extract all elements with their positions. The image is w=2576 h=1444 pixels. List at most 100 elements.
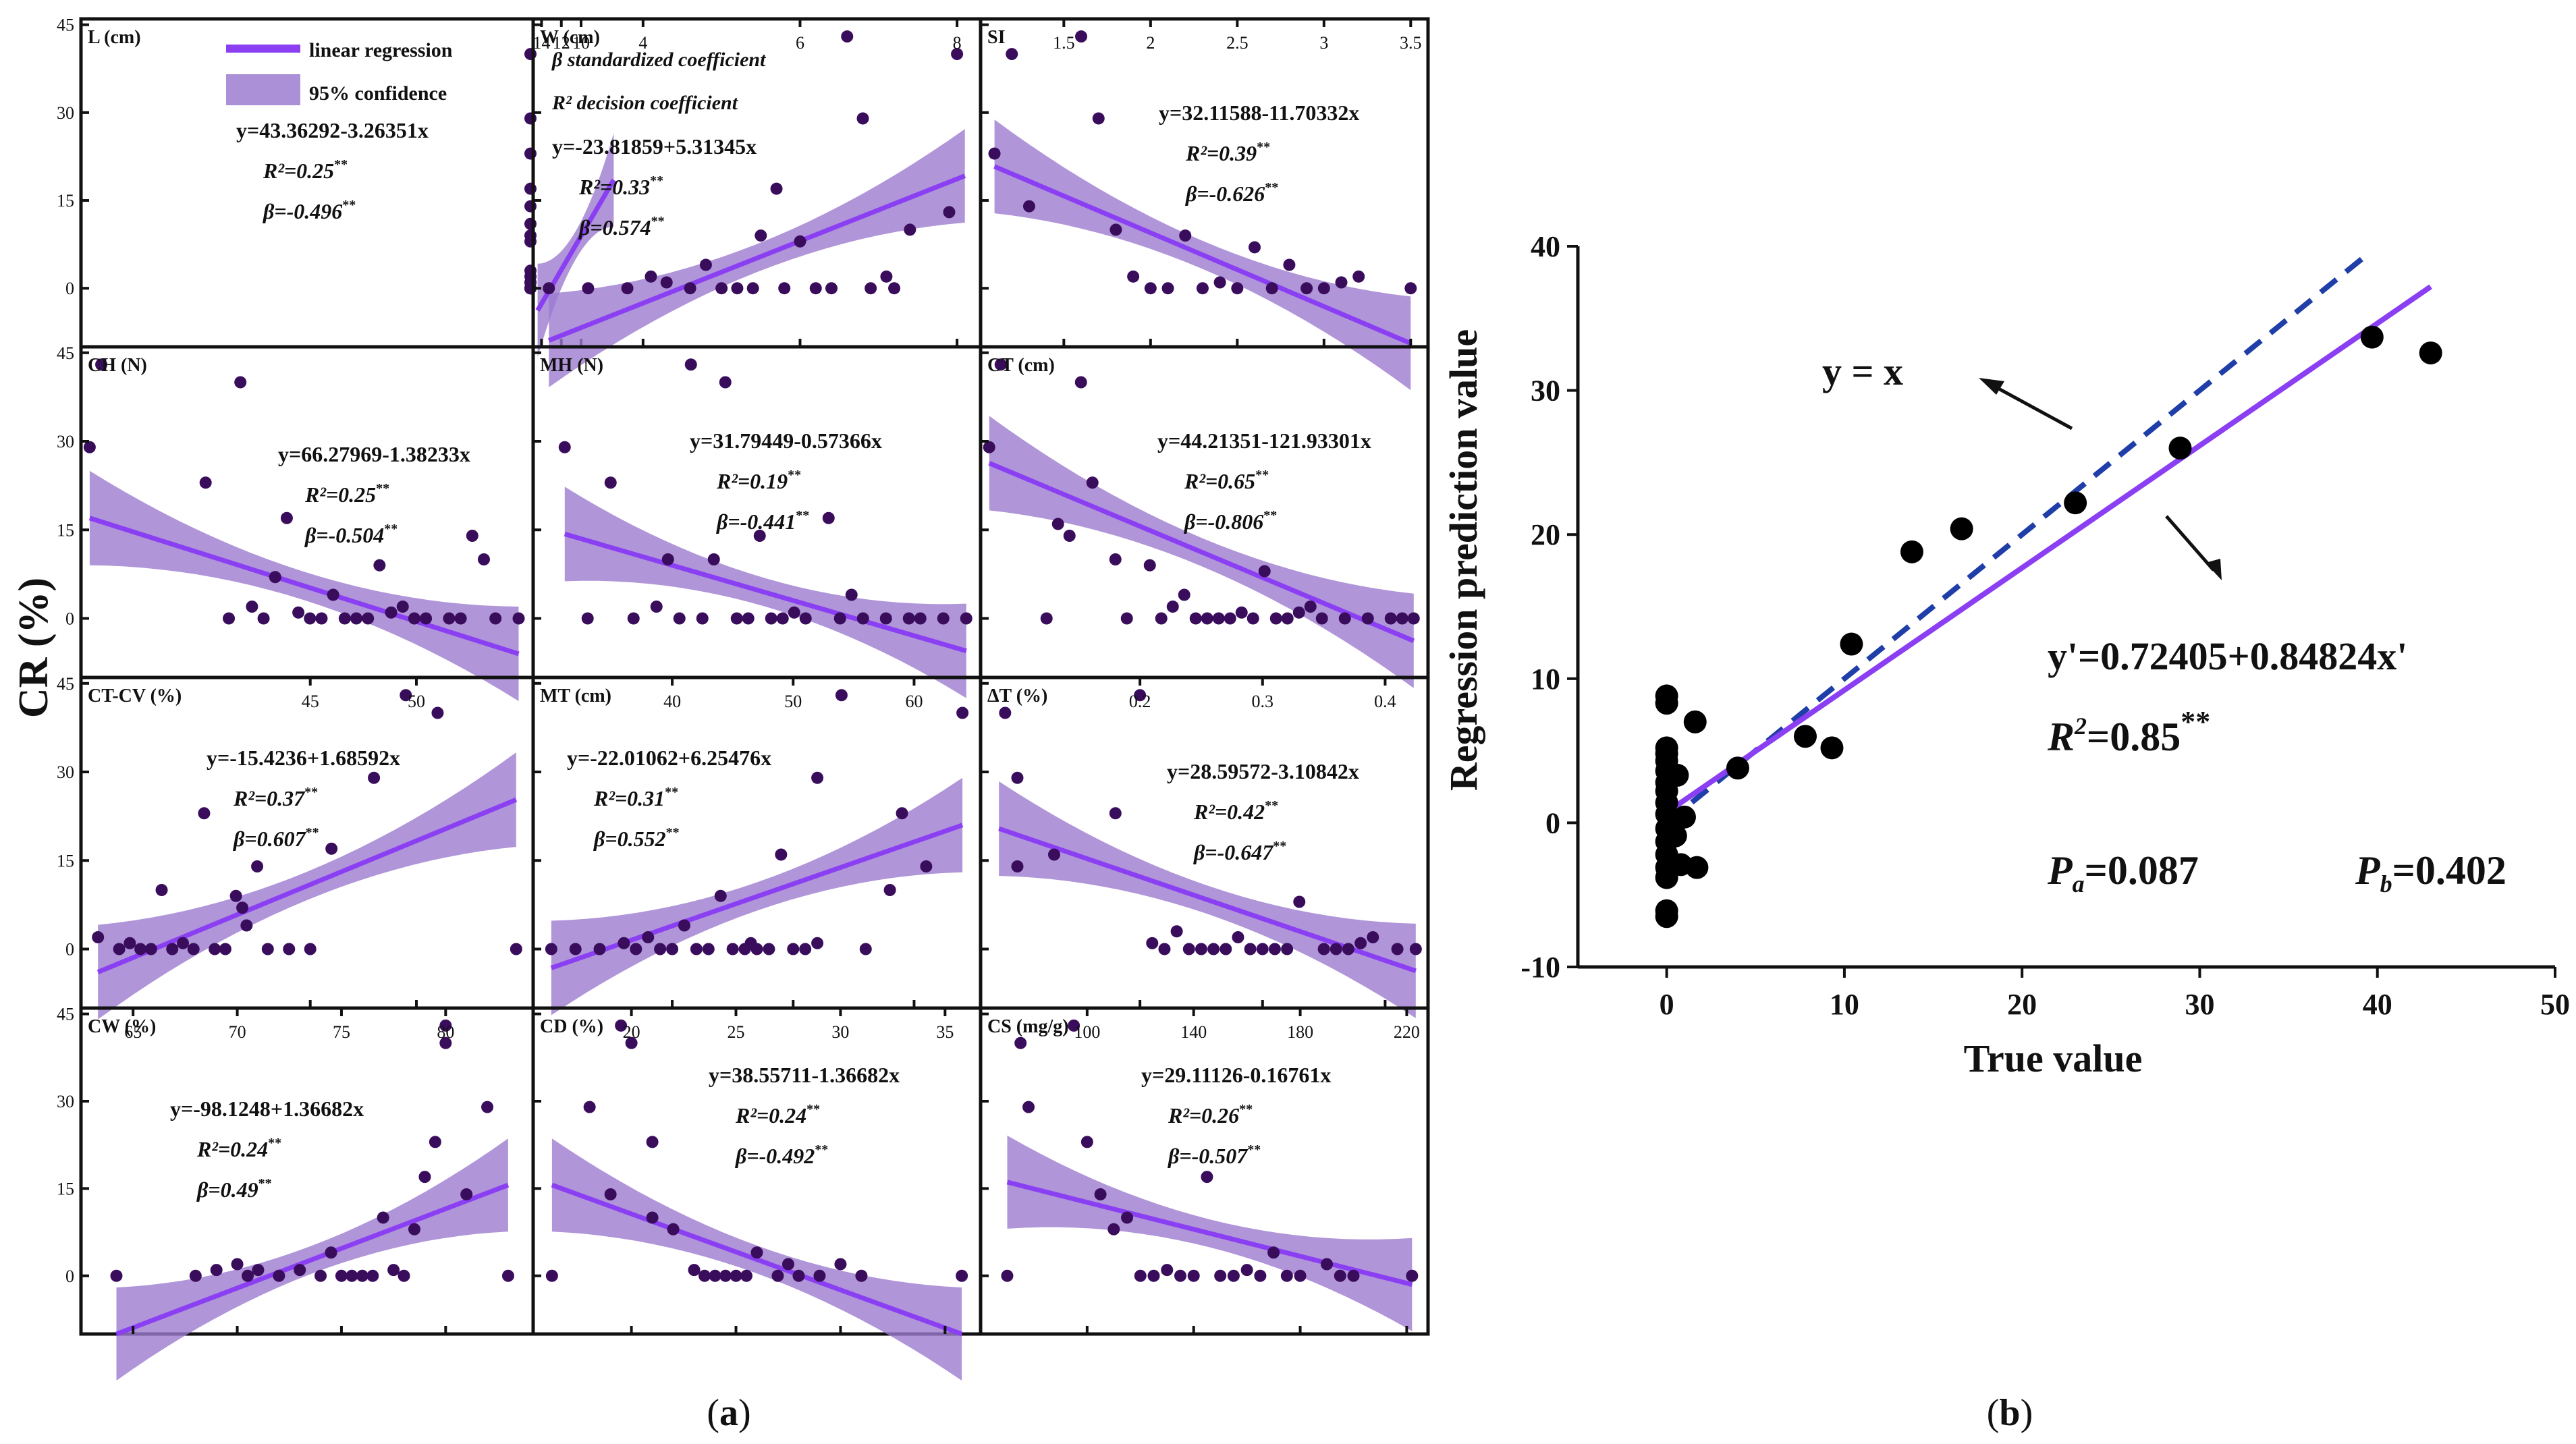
data-point: [95, 358, 108, 371]
data-point: [325, 842, 338, 855]
x-tick-label: 50: [2540, 988, 2570, 1021]
regression-equation: y=28.59572-3.10842x: [1167, 759, 1359, 783]
y-tick-label: 15: [57, 851, 74, 870]
data-point: [1258, 565, 1271, 578]
r2-value: R²=0.24**: [196, 1136, 281, 1161]
y-tick-label: 20: [1531, 518, 1560, 551]
regression-equation: y=44.21351-121.93301x: [1157, 428, 1371, 453]
data-point: [134, 943, 147, 955]
data-point: [1227, 1269, 1240, 1282]
regression-equation: y=-15.4236+1.68592x: [207, 746, 400, 770]
data-point: [110, 1269, 123, 1282]
data-point: [750, 943, 763, 955]
data-point: [346, 1269, 358, 1282]
panel-b-pa-val: =0.087: [2085, 848, 2199, 893]
data-point: [753, 530, 766, 542]
x-tick-label: 0.3: [1252, 692, 1274, 711]
data-point: [666, 943, 679, 955]
data-point: [1224, 612, 1236, 625]
data-point: [1014, 1036, 1027, 1049]
data-point: [199, 476, 212, 489]
regression-line: [88, 516, 520, 657]
r2-significance: **: [665, 785, 678, 800]
data-point: [1022, 1101, 1035, 1113]
beta-value: β=0.574**: [578, 214, 665, 240]
y-tick-label: 30: [57, 432, 74, 451]
data-point: [859, 943, 872, 955]
panel-b-xlabel: True value: [1964, 1036, 2143, 1080]
data-point: [684, 282, 696, 295]
data-point: [408, 1223, 421, 1235]
x-tick-label: 140: [1180, 1022, 1207, 1042]
data-point: [1068, 1019, 1080, 1032]
x-tick-label: 45: [302, 692, 319, 711]
x-tick-label: 40: [2363, 988, 2392, 1021]
panel-b-r2-sig: **: [2181, 705, 2210, 738]
data-point: [429, 1136, 441, 1148]
legend: linear regression 95% confidence: [226, 39, 453, 105]
data-point: [835, 689, 848, 702]
beta-text: β=-0.507: [1168, 1144, 1249, 1168]
x-tick-label: 80: [437, 1022, 454, 1042]
subplot-11: 20 25 30 35 CD (%) y=38.55711-1.36682x R²=0.24…: [531, 1006, 983, 1381]
x-tick-label: 0.2: [1129, 692, 1151, 711]
data-point: [1254, 1269, 1267, 1282]
data-point: [294, 1264, 306, 1277]
x-tick-label: 12: [553, 33, 570, 53]
data-point: [740, 1269, 753, 1282]
data-point: [920, 860, 933, 872]
regression-line: [1006, 1179, 1413, 1287]
data-point: [1283, 258, 1296, 271]
data-point: [845, 588, 858, 601]
data-point: [983, 441, 995, 453]
data-point: [477, 553, 490, 565]
x-tick-label: 220: [1394, 1022, 1420, 1042]
data-point: [368, 771, 381, 784]
r2-value: R²=0.25**: [263, 157, 348, 183]
r2-significance: **: [304, 785, 318, 800]
data-point: [1134, 689, 1147, 702]
data-point: [418, 1171, 431, 1184]
data-point: [1361, 612, 1374, 625]
panel-b-r2-exp: 2: [2074, 713, 2087, 740]
x-tick-label: 65: [124, 1022, 142, 1042]
data-point: [709, 1269, 721, 1282]
subplot-title: MH (N): [540, 355, 603, 376]
data-point: [1075, 30, 1088, 43]
data-point: [702, 943, 715, 955]
r2-text: R²=0.25: [263, 159, 334, 183]
subplot-title: SI: [987, 27, 1005, 48]
beta-significance: **: [1265, 180, 1278, 195]
beta-text: β=-0.496: [263, 199, 342, 223]
data-point: [888, 282, 901, 295]
data-point: [1121, 1211, 1134, 1224]
data-point: [770, 182, 783, 195]
data-point: [902, 612, 915, 625]
data-point: [730, 1269, 742, 1282]
data-point: [545, 1269, 558, 1282]
data-point: [667, 1223, 680, 1235]
data-point: [454, 612, 467, 625]
data-point: [1001, 1269, 1014, 1282]
beta-text: β=-0.626: [1185, 182, 1265, 206]
data-point: [176, 937, 189, 949]
data-point: [314, 1269, 327, 1282]
data-point: [1120, 612, 1133, 625]
y-tick-label: 45: [57, 1005, 74, 1024]
subplot-title: CT-CV (%): [88, 686, 182, 706]
data-point: [400, 689, 412, 702]
data-point: [335, 1269, 348, 1282]
data-point: [1179, 229, 1192, 242]
data-point: [1265, 282, 1278, 295]
data-point: [1404, 282, 1417, 295]
r2-value: R²=0.39**: [1185, 140, 1270, 165]
data-point: [750, 1246, 763, 1259]
data-point: [304, 612, 317, 625]
data-point: [1011, 771, 1024, 784]
x-tick-label: 10: [1830, 988, 1859, 1021]
x-tick-label: 30: [2185, 988, 2214, 1021]
x-tick-label: 20: [2007, 988, 2037, 1021]
data-point: [210, 1264, 223, 1277]
beta-text: β=0.574: [578, 215, 651, 240]
